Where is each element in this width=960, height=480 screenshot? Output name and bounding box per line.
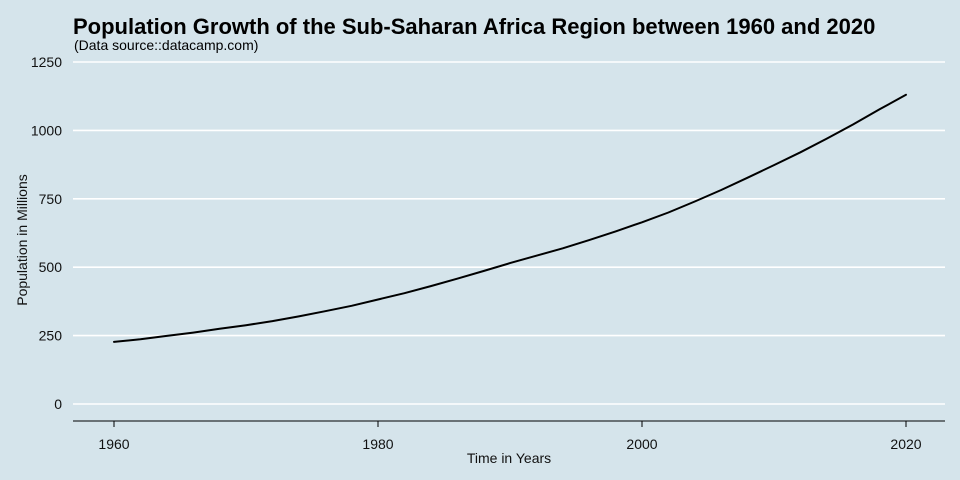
tick-layer: 0 250 500 750 1000 1250 1960 1980 2000 2020 <box>31 54 922 452</box>
grid-layer <box>73 61 945 405</box>
axis-layer <box>73 420 945 427</box>
y-tick-label-250: 250 <box>39 328 63 344</box>
series-layer <box>113 93 907 343</box>
y-axis-title: Population in Millions <box>14 174 30 306</box>
chart-title: Population Growth of the Sub-Saharan Afr… <box>73 14 875 39</box>
x-tick-label-2020: 2020 <box>890 436 921 452</box>
x-tick-label-1980: 1980 <box>362 436 393 452</box>
y-tick-label-1000: 1000 <box>31 122 62 138</box>
y-tick-label-0: 0 <box>54 396 62 412</box>
x-axis-title: Time in Years <box>467 450 551 466</box>
x-tick-label-1960: 1960 <box>98 436 129 452</box>
chart-subtitle: (Data source::datacamp.com) <box>74 37 258 53</box>
y-tick-label-750: 750 <box>39 191 63 207</box>
x-tick-label-2000: 2000 <box>626 436 657 452</box>
y-tick-label-1250: 1250 <box>31 54 62 70</box>
y-tick-label-500: 500 <box>39 259 63 275</box>
series-line-0 <box>113 93 907 343</box>
